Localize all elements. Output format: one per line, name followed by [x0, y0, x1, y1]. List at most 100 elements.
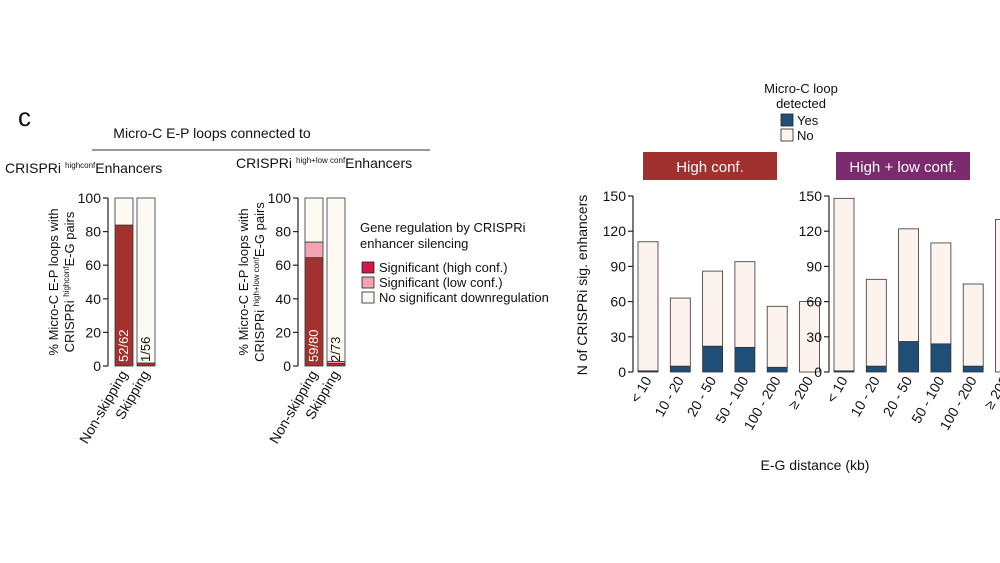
shared-xlabel: E-G distance (kb)	[761, 457, 870, 473]
right-both-y-tick-label: 30	[806, 329, 822, 345]
legend-regulation-title-line1: Gene regulation by CRISPRi	[360, 220, 526, 235]
panel-label-high: High conf.	[676, 159, 744, 176]
right-high-x-tick-label: < 10	[627, 373, 655, 405]
middle-y-tick-label: 80	[275, 224, 291, 240]
legend-swatch-no	[780, 128, 794, 142]
left-ylabel-line2-post: E-G pairs	[62, 211, 77, 266]
right-both-bar-segment	[898, 341, 919, 373]
left-bar-label: 52/62	[116, 329, 131, 362]
middle-ylabel-line2-pre: CRISPRi	[252, 306, 267, 362]
legend-swatch-sig-low	[361, 276, 375, 289]
right-high-x-tick-label: 10 - 20	[651, 373, 687, 419]
right-high-y-tick-label: 30	[610, 329, 626, 345]
middle-chart-title: CRISPRi high+low confEnhancers	[236, 155, 412, 171]
legend-loop-title-line2: detected	[776, 96, 826, 111]
legend-swatch-yes	[780, 113, 794, 127]
right-both-y-tick-label: 150	[799, 188, 823, 204]
left-y-tick-label: 60	[85, 257, 101, 273]
right-high-bar-segment	[669, 297, 691, 367]
left-y-tick-label: 80	[85, 224, 101, 240]
middle-y-tick-label: 60	[275, 257, 291, 273]
legend-regulation-title-line2: enhancer silencing	[360, 236, 468, 251]
left-ylabel-line2: CRISPRi highconfE-G pairs	[62, 211, 77, 352]
middle-bar-segment	[326, 197, 346, 362]
group-title: Micro-C E-P loops connected to	[113, 125, 311, 141]
right-high-bar-segment	[637, 241, 659, 372]
legend-swatch-nosig	[361, 291, 375, 304]
middle-ylabel-line1: % Micro-C E-P loops with	[236, 208, 251, 355]
legend-swatch-sig-high	[361, 261, 375, 274]
middle-bar-segment	[304, 197, 324, 243]
right-both-x-tick-label: 10 - 20	[847, 373, 883, 419]
right-high-y-tick-label: 60	[610, 294, 626, 310]
left-y-tick-label: 100	[78, 190, 102, 206]
right-both-x-tick-label: 20 - 50	[880, 373, 916, 419]
right-both-x-tick-label: ≥ 200	[981, 373, 1000, 411]
right-high-bar-segment	[702, 270, 723, 347]
left-chart-title-sup: highconf	[65, 161, 96, 170]
middle-y-tick-label: 20	[275, 324, 291, 340]
middle-y-tick-label: 100	[268, 190, 292, 206]
legend-label-sig-high: Significant (high conf.)	[379, 260, 508, 275]
charts-layer: 020406080100Non-skipping52/62Skipping1/5…	[76, 188, 1000, 446]
right-high-bar-segment	[702, 345, 723, 373]
legend-label-no: No	[797, 128, 814, 143]
panel-label-high-box	[643, 152, 777, 180]
right-both-bar-segment	[865, 365, 887, 373]
right-both-y-tick-label: 0	[814, 364, 822, 380]
right-both-bar-segment	[833, 197, 855, 372]
middle-ylabel-line2-post: E-G pairs	[252, 202, 267, 257]
right-both-bar-segment	[930, 343, 952, 373]
middle-chart-title-sup: high+low conf	[296, 156, 346, 165]
legend-loop-title-line1: Micro-C loop	[764, 81, 838, 96]
left-chart-title-suffix: Enhancers	[95, 160, 162, 176]
left-ylabel-line2-sup: highconf	[62, 266, 71, 297]
left-bar-segment	[136, 362, 156, 367]
middle-ylabel-line2-sup: high+low conf	[252, 256, 261, 306]
left-bar-segment	[114, 197, 134, 226]
right-high-bar-segment	[734, 346, 756, 373]
right-high-bar-segment	[669, 365, 691, 373]
middle-bar-label: 59/80	[306, 329, 321, 362]
right-both-y-tick-label: 60	[806, 294, 822, 310]
right-high-bar-segment	[799, 301, 820, 373]
left-y-tick-label: 40	[85, 291, 101, 307]
left-chart-title-main: CRISPRi	[5, 160, 61, 176]
legend-label-yes: Yes	[797, 113, 819, 128]
right-both-bar-segment	[962, 283, 984, 367]
right-high-y-tick-label: 0	[618, 364, 626, 380]
panel-letter: c	[18, 102, 31, 132]
right-high-y-tick-label: 120	[603, 223, 627, 239]
middle-y-tick-label: 40	[275, 291, 291, 307]
left-ylabel-line2-pre: CRISPRi	[62, 297, 77, 353]
legend-regulation: Gene regulation by CRISPRi enhancer sile…	[360, 220, 549, 305]
right-both-bar-segment	[995, 219, 1000, 373]
left-bar-label: 1/56	[138, 337, 153, 362]
left-y-tick-label: 0	[93, 358, 101, 374]
right-both-y-tick-label: 120	[799, 223, 823, 239]
panel-label-both-box	[836, 152, 970, 180]
middle-ylabel-line2: CRISPRi high+low confE-G pairs	[252, 202, 267, 362]
right-high-y-tick-label: 150	[603, 188, 627, 204]
middle-bar-segment	[304, 241, 324, 259]
left-ylabel-line1: % Micro-C E-P loops with	[46, 208, 61, 355]
right-both-y-tick-label: 90	[806, 258, 822, 274]
right-high-bar-segment	[766, 305, 788, 368]
right-high-bar-segment	[766, 366, 788, 373]
panel-label-both: High + low conf.	[849, 159, 956, 176]
right-high-bar-segment	[734, 261, 756, 348]
right-both-bar-segment	[962, 365, 984, 373]
right-both-bar-segment	[930, 242, 952, 345]
right-high-x-tick-label: 20 - 50	[684, 373, 720, 419]
right-both-bar-segment	[865, 278, 887, 367]
right-both-x-tick-label: < 10	[823, 373, 851, 405]
middle-chart-title-suffix: Enhancers	[345, 155, 412, 171]
legend-loop: Micro-C loop detected Yes No	[764, 81, 838, 143]
left-bar-segment	[136, 197, 156, 364]
right-high-y-tick-label: 90	[610, 258, 626, 274]
middle-y-tick-label: 0	[283, 358, 291, 374]
right-ylabel: N of CRISPRi sig. enhancers	[574, 195, 590, 376]
legend-label-sig-low: Significant (low conf.)	[379, 275, 503, 290]
left-chart-title: CRISPRi highconfEnhancers	[5, 160, 162, 176]
